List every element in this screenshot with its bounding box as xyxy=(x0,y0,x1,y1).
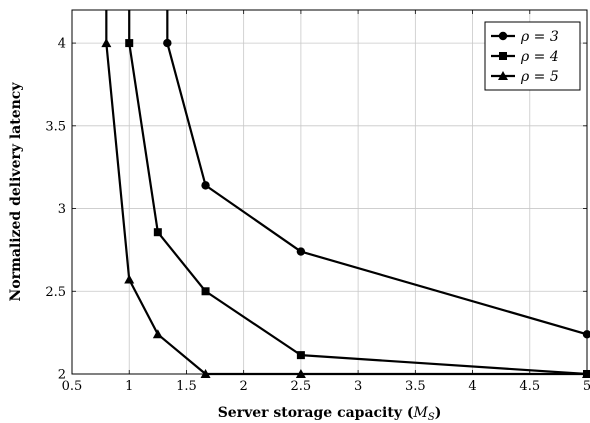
legend: ρ = 3 ρ = 4 ρ = 5 xyxy=(484,21,581,91)
x-axis-label-var: M xyxy=(412,405,428,421)
x-tick-label: 1.5 xyxy=(176,379,197,394)
series-line xyxy=(128,10,588,376)
data-point-circle xyxy=(163,38,172,48)
x-tick-label: 4 xyxy=(468,379,476,394)
legend-label: ρ = 5 xyxy=(520,69,559,85)
x-axis-label: Server storage capacity (MS) xyxy=(218,405,442,423)
y-axis-ticks: 2 2.5 3 3.5 4 xyxy=(45,37,587,383)
y-tick-label: 2 xyxy=(58,368,66,383)
data-point-square xyxy=(201,287,210,296)
legend-marker-circle xyxy=(498,31,508,41)
x-tick-label: 2.5 xyxy=(291,379,312,394)
y-axis-label: Normalized delivery latency xyxy=(8,82,24,302)
data-point-square xyxy=(296,351,305,360)
data-point-square xyxy=(153,228,162,237)
x-tick-label: 4.5 xyxy=(519,379,540,394)
legend-label: ρ = 4 xyxy=(520,49,559,65)
data-point-circle xyxy=(201,181,210,190)
y-tick-label: 3 xyxy=(58,202,66,217)
data-point-triangle xyxy=(101,38,112,48)
x-tick-label: 3.5 xyxy=(405,379,426,394)
legend-item: ρ = 3 xyxy=(491,29,559,45)
x-axis-label-sub: S xyxy=(428,412,435,423)
x-tick-label: 3 xyxy=(354,379,362,394)
legend-item: ρ = 5 xyxy=(491,69,559,85)
y-tick-label: 2.5 xyxy=(45,285,66,300)
y-tick-label: 4 xyxy=(58,37,66,52)
x-axis-label-main: Server storage capacity ( xyxy=(218,405,414,421)
legend-label: ρ = 3 xyxy=(520,29,559,45)
data-point-circle xyxy=(582,330,590,339)
legend-marker-square xyxy=(499,52,507,60)
x-tick-label: 5 xyxy=(583,379,590,394)
x-tick-label: 0.5 xyxy=(62,379,83,394)
legend-marker-triangle xyxy=(498,71,508,80)
data-point-triangle xyxy=(152,329,163,339)
plot-frame xyxy=(71,9,588,375)
data-point-triangle xyxy=(124,274,135,284)
data-point-square xyxy=(125,39,134,48)
series-circle xyxy=(163,10,590,339)
data-point-circle xyxy=(296,247,306,256)
y-tick-label: 3.5 xyxy=(45,119,66,134)
x-tick-label: 2 xyxy=(240,379,248,394)
x-axis-ticks: 0.5 1 1.5 2 2.5 3 3.5 4 4.5 5 xyxy=(62,10,590,394)
legend-item: ρ = 4 xyxy=(491,49,559,65)
x-axis-label-close: ) xyxy=(435,405,442,421)
x-tick-label: 1 xyxy=(125,379,133,394)
